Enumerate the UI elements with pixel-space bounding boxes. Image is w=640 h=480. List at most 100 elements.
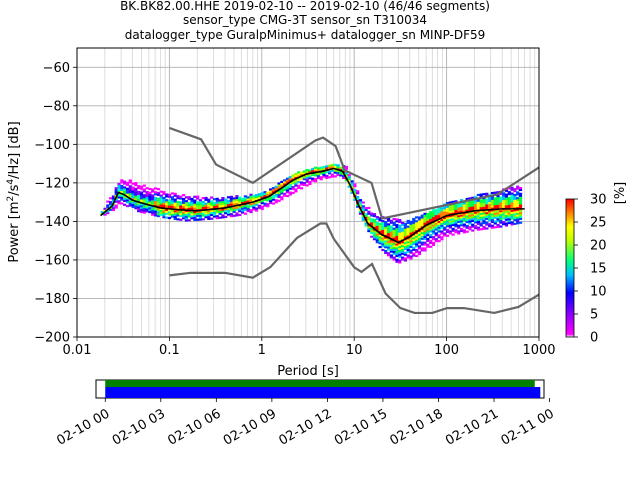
heatmap-cell (294, 182, 298, 185)
heatmap-cell (406, 235, 410, 238)
heatmap-cell (392, 248, 396, 252)
heatmap-cell (170, 198, 174, 201)
y-tick-label: −120 (34, 176, 70, 191)
heatmap-cell (392, 252, 396, 255)
heatmap-cell (170, 201, 174, 205)
heatmap-cell (294, 178, 298, 181)
heatmap-cell (434, 216, 438, 220)
heatmap-cell (128, 187, 132, 190)
heatmap-cell (229, 195, 233, 198)
heatmap-cell (308, 177, 312, 180)
heatmap-cell (137, 208, 141, 211)
heatmap-cell (153, 193, 158, 196)
heatmap-cell (243, 199, 247, 202)
heatmap-cell (462, 229, 466, 232)
heatmap-cell (196, 195, 200, 198)
heatmap-cell (148, 193, 152, 196)
heatmap-cell (471, 216, 475, 219)
heatmap-cell (381, 239, 385, 242)
heatmap-cell (482, 206, 486, 209)
heatmap-cell (201, 206, 205, 209)
heatmap-cell (434, 232, 438, 235)
heatmap-cell (395, 231, 399, 234)
heatmap-cell (482, 204, 486, 207)
heatmap-cell (120, 179, 124, 182)
heatmap-cell (210, 211, 214, 215)
heatmap-cell (457, 232, 461, 235)
heatmap-cell (215, 215, 219, 218)
heatmap-cell (398, 234, 402, 237)
heatmap-cell (451, 204, 455, 207)
heatmap-cell (162, 210, 166, 213)
heatmap-cell (516, 214, 520, 217)
heatmap-cell (145, 198, 149, 201)
heatmap-cell (471, 223, 475, 226)
heatmap-cell (198, 203, 203, 206)
heatmap-cell (120, 194, 124, 197)
heatmap-cell (395, 224, 399, 227)
heatmap-cell (173, 200, 177, 203)
heatmap-cell (459, 220, 464, 223)
heatmap-cell (502, 194, 506, 197)
heatmap-cell (415, 233, 419, 236)
heatmap-cell (131, 194, 135, 197)
heatmap-cell (420, 228, 424, 231)
heatmap-cell (516, 208, 520, 211)
heatmap-cell (109, 197, 113, 200)
heatmap-cell (459, 204, 464, 207)
heatmap-cell (412, 240, 416, 244)
heatmap-cell (159, 211, 163, 214)
heatmap-cell (448, 218, 452, 221)
heatmap-cell (473, 219, 478, 222)
heatmap-cell (378, 222, 382, 226)
heatmap-cell (226, 213, 231, 216)
heatmap-cell (170, 211, 174, 214)
heatmap-cell (507, 200, 511, 203)
heatmap-cell (471, 225, 475, 228)
heatmap-cell (212, 215, 217, 218)
heatmap-cell (431, 238, 436, 241)
heatmap-cell (431, 222, 436, 225)
heatmap-cell (125, 189, 130, 192)
heatmap-cell (426, 237, 430, 241)
heatmap-cell (134, 201, 138, 204)
heatmap-cell (212, 213, 217, 216)
heatmap-cell (386, 229, 391, 232)
heatmap-cell (123, 190, 127, 193)
heatmap-cell (131, 196, 135, 199)
heatmap-cell (510, 223, 514, 226)
heatmap-cell (148, 207, 152, 210)
heatmap-cell (165, 195, 169, 198)
heatmap-cell (434, 228, 438, 231)
heatmap-cell (249, 209, 253, 212)
heatmap-cell (184, 215, 189, 218)
heatmap-cell (389, 244, 393, 247)
heatmap-cell (176, 197, 180, 200)
heatmap-cell (485, 213, 489, 217)
heatmap-cell (392, 227, 396, 230)
heatmap-cell (395, 249, 399, 252)
heatmap-cell (240, 199, 245, 203)
heatmap-cell (120, 202, 124, 205)
heatmap-cell (243, 208, 247, 211)
heatmap-cell (325, 174, 329, 178)
heatmap-cell (297, 179, 301, 182)
heatmap-cell (173, 194, 177, 197)
heatmap-cell (504, 197, 509, 200)
heatmap-cell (395, 235, 399, 238)
heatmap-cell (364, 212, 368, 215)
heatmap-cell (153, 208, 158, 211)
heatmap-cell (271, 198, 276, 201)
heatmap-cell (392, 250, 396, 253)
heatmap-cell (193, 205, 197, 208)
heatmap-cell (190, 207, 194, 210)
heatmap-cell (117, 182, 121, 186)
heatmap-cell (400, 231, 405, 234)
heatmap-cell (190, 217, 194, 220)
heatmap-cell (440, 224, 444, 227)
heatmap-cell (513, 195, 517, 198)
heatmap-cell (451, 222, 455, 225)
heatmap-cell (415, 229, 419, 232)
heatmap-cell (269, 192, 273, 195)
heatmap-cell (434, 234, 438, 237)
